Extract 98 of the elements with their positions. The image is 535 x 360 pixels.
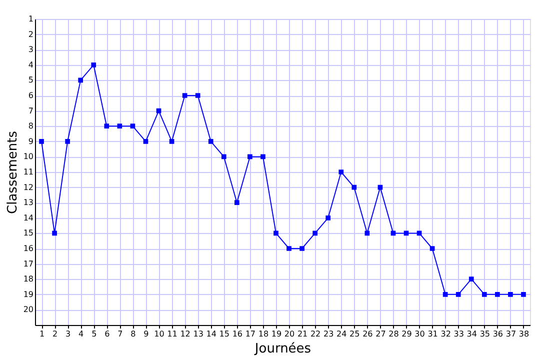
point xyxy=(312,230,318,236)
point xyxy=(52,230,57,236)
y-tick-label: 14 xyxy=(23,213,34,222)
point xyxy=(260,154,266,160)
point xyxy=(352,184,357,190)
x-tick-label: 32 xyxy=(440,330,451,338)
y-tick-label: 20 xyxy=(23,305,34,314)
point xyxy=(195,93,200,98)
point xyxy=(156,108,162,114)
point xyxy=(248,154,252,160)
y-tick-label: 2 xyxy=(28,30,34,39)
point xyxy=(91,62,96,68)
x-tick-label: 25 xyxy=(350,330,360,338)
y-tick-label: 17 xyxy=(23,259,34,268)
x-tick-label: 20 xyxy=(284,330,295,338)
point xyxy=(182,93,188,98)
point xyxy=(221,154,226,160)
point xyxy=(326,215,331,220)
y-tick-label: 11 xyxy=(23,168,34,176)
x-tick-label: 14 xyxy=(206,330,216,338)
x-tick-label: 3 xyxy=(66,330,71,338)
point xyxy=(390,230,396,236)
y-tick-label: 5 xyxy=(28,76,34,85)
y-tick-label: 10 xyxy=(23,152,34,162)
point xyxy=(378,184,383,190)
point xyxy=(143,138,148,144)
point xyxy=(286,246,292,251)
point xyxy=(300,246,304,251)
point xyxy=(338,170,344,174)
x-tick-label: 22 xyxy=(310,330,321,338)
x-tick-label: 19 xyxy=(271,330,282,338)
point xyxy=(442,292,448,297)
x-tick-label: 10 xyxy=(154,330,164,338)
y-tick-label: 13 xyxy=(23,198,34,208)
x-tick-label: 27 xyxy=(376,330,386,338)
point xyxy=(65,138,70,144)
y-tick-label: 4 xyxy=(28,60,34,70)
point xyxy=(364,230,370,236)
y-tick-label: 12 xyxy=(23,182,34,192)
point xyxy=(78,78,84,83)
point xyxy=(39,138,44,144)
x-tick-label: 18 xyxy=(258,330,269,338)
x-tick-label: 1 xyxy=(39,330,45,338)
point xyxy=(274,230,278,236)
x-tick-label: 29 xyxy=(402,330,412,338)
y-tick-label: 15 xyxy=(23,228,34,238)
x-tick-label: 38 xyxy=(518,330,530,338)
point xyxy=(130,124,136,129)
x-tick-label: 11 xyxy=(167,330,178,338)
y-axis-title: Classements xyxy=(5,130,20,214)
x-tick-label: 21 xyxy=(297,330,308,338)
x-tick-label: 17 xyxy=(245,330,256,338)
x-tick-label: 13 xyxy=(193,330,204,338)
point xyxy=(482,292,487,297)
y-tick-label: 1 xyxy=(28,14,34,24)
point xyxy=(404,230,409,236)
y-tick-label: 18 xyxy=(23,274,34,284)
y-tick-label: 3 xyxy=(28,45,34,54)
x-tick-label: 7 xyxy=(118,330,123,338)
x-tick-label: 36 xyxy=(492,330,504,338)
x-tick-label: 9 xyxy=(144,330,149,338)
x-tick-label: 26 xyxy=(362,330,373,338)
x-tick-label: 12 xyxy=(180,330,190,338)
x-tick-label: 30 xyxy=(414,330,425,338)
x-tick-label: 37 xyxy=(506,330,516,338)
x-tick-label: 31 xyxy=(428,330,438,338)
x-tick-label: 28 xyxy=(388,330,399,338)
y-tick-label: 6 xyxy=(28,91,34,100)
y-tick-label: 8 xyxy=(28,122,34,131)
point xyxy=(521,292,526,297)
point xyxy=(430,246,435,251)
point xyxy=(208,138,214,144)
x-tick-label: 35 xyxy=(480,330,490,338)
point xyxy=(508,292,513,297)
point xyxy=(468,276,474,282)
y-tick-label: 16 xyxy=(23,244,34,253)
x-tick-label: 5 xyxy=(92,330,97,338)
y-tick-label: 19 xyxy=(23,290,34,299)
point xyxy=(234,200,240,206)
x-tick-label: 15 xyxy=(219,330,230,338)
x-tick-label: 23 xyxy=(324,330,334,338)
x-tick-label: 6 xyxy=(104,330,110,338)
y-tick-label: 9 xyxy=(28,136,34,146)
x-tick-label: 24 xyxy=(336,330,347,338)
x-tick-label: 33 xyxy=(454,330,464,338)
point xyxy=(169,138,174,144)
x-tick-label: 2 xyxy=(52,330,58,338)
x-tick-label: 4 xyxy=(78,330,84,338)
point xyxy=(456,292,461,297)
point xyxy=(104,124,110,129)
y-tick-label: 7 xyxy=(28,106,34,116)
point xyxy=(416,230,422,236)
point xyxy=(495,292,500,297)
x-tick-label: 16 xyxy=(232,330,242,338)
x-tick-label: 8 xyxy=(130,330,136,338)
point xyxy=(117,124,122,129)
x-axis-title: Journées xyxy=(254,342,312,356)
x-tick-label: 34 xyxy=(466,330,477,338)
